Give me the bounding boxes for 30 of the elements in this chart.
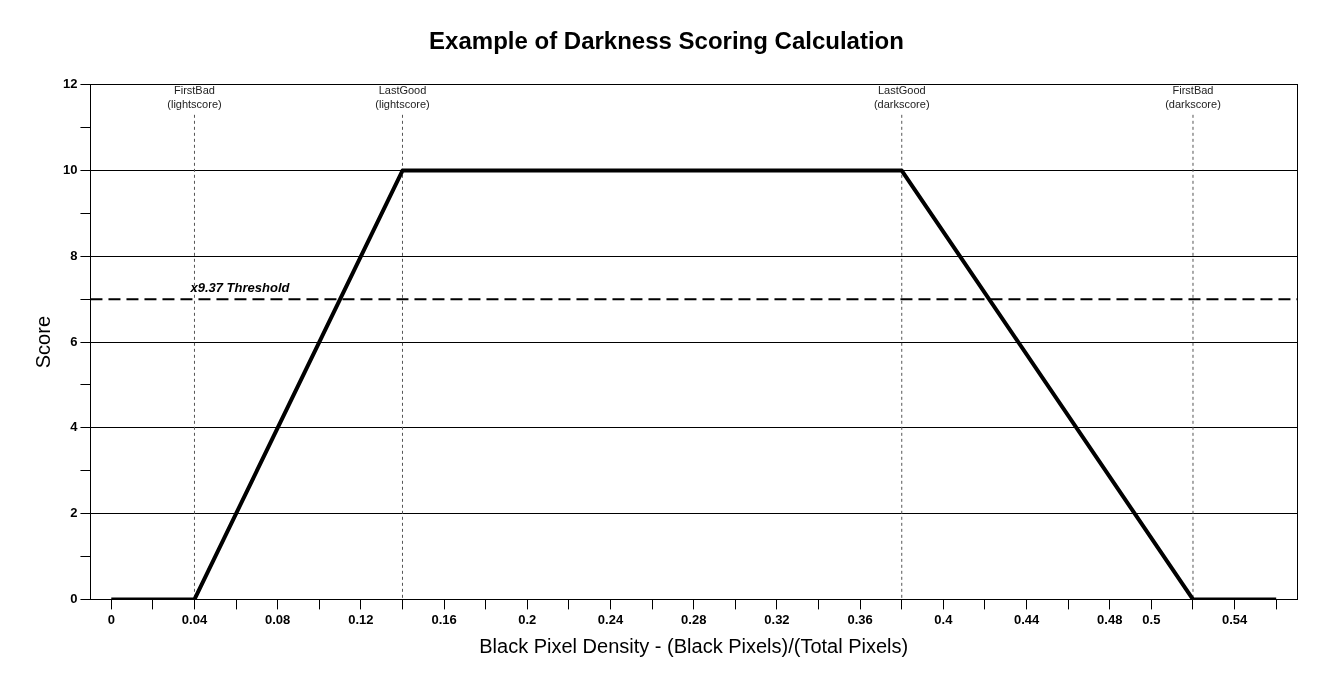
y-tick-label: 8 <box>70 247 78 263</box>
ref-line-label: LastGood (darkscore) <box>873 84 930 111</box>
chart-title: Example of Darkness Scoring Calculation <box>429 27 904 55</box>
x-axis-title: Black Pixel Density - (Black Pixels)/(Total Pixels) <box>479 634 909 657</box>
x-tick-label: 0.28 <box>681 611 707 627</box>
x-tick-label: 0.08 <box>265 611 291 627</box>
x-tick-label: 0.2 <box>518 611 537 627</box>
y-axis-title: Score <box>31 315 54 369</box>
y-tick-label: 0 <box>70 590 78 606</box>
x-tick-label: 0.48 <box>1097 611 1123 627</box>
ref-line-label: LastGood (lightscore) <box>375 84 430 111</box>
x-tick-label: 0 <box>107 611 115 627</box>
x-tick-label: 0.5 <box>1142 611 1161 627</box>
ref-line-label: FirstBad (lightscore) <box>167 84 222 111</box>
y-tick-label: 2 <box>70 505 78 521</box>
y-tick-label: 4 <box>70 419 79 435</box>
x-tick-label: 0.44 <box>1013 611 1040 627</box>
ref-line-label: x9.37 Threshold <box>189 280 291 296</box>
x-tick-label: 0.12 <box>348 611 374 627</box>
x-tick-label: 0.04 <box>181 611 208 627</box>
y-tick-label: 10 <box>62 162 78 178</box>
ref-line-label: FirstBad (darkscore) <box>1165 84 1221 111</box>
x-tick-label: 0.32 <box>764 611 790 627</box>
y-tick-label: 6 <box>70 333 78 349</box>
x-tick-label: 0.24 <box>597 611 624 627</box>
x-tick-label: 0.54 <box>1221 611 1249 627</box>
x-tick-label: 0.4 <box>934 611 954 627</box>
x-tick-label: 0.16 <box>431 611 457 627</box>
y-tick-label: 12 <box>62 76 78 92</box>
x-tick-label: 0.36 <box>847 611 873 627</box>
